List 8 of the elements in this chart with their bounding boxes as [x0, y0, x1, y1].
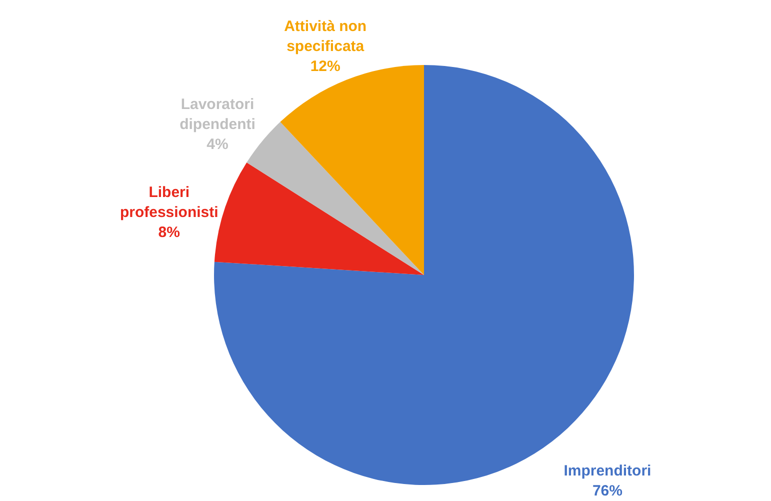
slice-label: Attività non specificata [284, 18, 367, 55]
data-label: 4% [206, 136, 228, 154]
slice-label: Lavoratori dipendenti [180, 96, 256, 134]
data-label: 8% [158, 224, 180, 242]
slice-label: Liberi professionisti [120, 184, 218, 222]
data-label: 76% [592, 482, 622, 500]
slice-label: Imprenditori [564, 462, 652, 480]
data-label: 12% [310, 58, 340, 75]
